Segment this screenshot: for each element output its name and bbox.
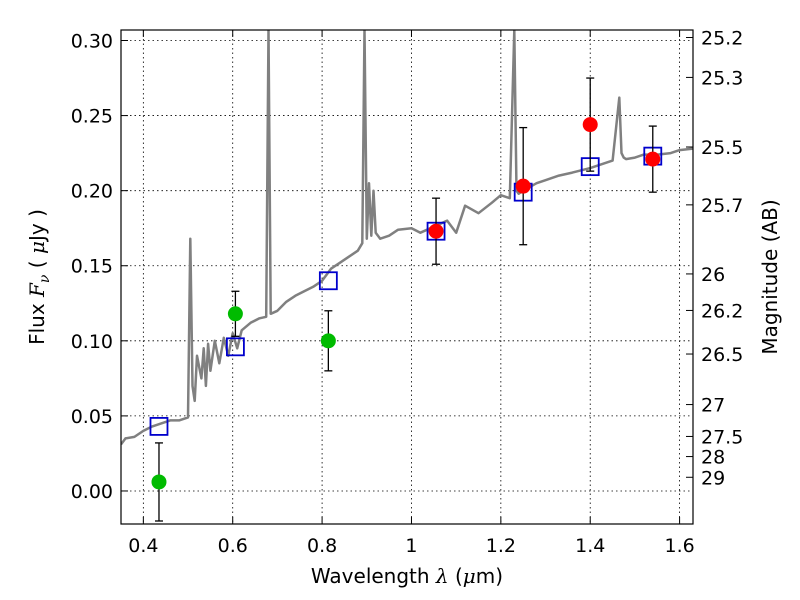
axis-ticks: 0.4 0.6 0.8 1 1.2 1.4 1.6 0.00 0.05 0.10 0.15 0.20 0… (71, 28, 744, 557)
y-axis-label-unit-rest: Jy ) (25, 209, 49, 243)
y-tick-label: 0.30 (71, 31, 113, 53)
x-axis-label-unit-rest: m) (476, 564, 503, 588)
model-sed-line (121, 30, 693, 446)
y2-tick-label: 26.5 (701, 344, 743, 366)
observed-flux-point (515, 178, 531, 194)
y-tick-label: 0.20 (71, 181, 113, 203)
plot-frame (120, 29, 694, 525)
y2-tick-label: 26 (701, 264, 725, 286)
x-axis-label-unit-open: ( (449, 564, 463, 588)
model-photometry-square (149, 417, 169, 436)
y2-tick-label: 27.5 (701, 426, 743, 448)
y-axis-label-unit-open: ( (25, 254, 49, 275)
grid (121, 30, 693, 524)
y2-tick-label: 25.7 (701, 195, 743, 217)
y-axis-label-unit: μ (25, 241, 49, 254)
y2-tick-label: 25.5 (701, 137, 743, 159)
y-axis-label-symbol: F (25, 282, 49, 298)
x-tick-label: 0.6 (218, 535, 248, 557)
y2-axis-label: Magnitude (AB) (758, 199, 782, 354)
y-axis-label-text: Flux (25, 297, 49, 345)
observed-flux-point (227, 306, 243, 322)
x-axis-label-text: Wavelength (311, 564, 436, 588)
model-photometry-square (318, 271, 338, 291)
y-axis-label-subscript: ν (37, 274, 53, 283)
x-axis-label-unit: μ (463, 564, 476, 588)
x-tick-label: 0.8 (307, 535, 337, 557)
observed-flux-point (151, 474, 167, 490)
x-tick-label: 1.6 (664, 535, 694, 557)
model-sed-layer (121, 30, 693, 446)
y2-tick-label: 25.2 (701, 28, 743, 50)
x-axis-label-symbol: λ (435, 564, 449, 588)
y-tick-label: 0.05 (71, 406, 113, 428)
y2-tick-label: 25.3 (701, 67, 743, 89)
y-tick-label: 0.10 (71, 331, 113, 353)
y2-tick-label: 28 (701, 447, 725, 469)
y2-tick-label: 29 (701, 467, 725, 489)
y-tick-label: 0.00 (71, 481, 113, 503)
y-tick-label: 0.25 (71, 106, 113, 128)
x-tick-label: 1 (405, 535, 417, 557)
y-axis-label: Flux Fν ( μJy ) (25, 209, 53, 345)
photometry-layer (149, 77, 663, 522)
y-tick-label: 0.15 (71, 256, 113, 278)
y2-tick-label: 27 (701, 395, 725, 417)
x-tick-label: 1.2 (486, 535, 516, 557)
observed-flux-point (645, 151, 661, 167)
y2-tick-label: 26.2 (701, 300, 743, 322)
x-axis-label: Wavelength λ (μm) (311, 564, 503, 588)
observed-flux-point (582, 117, 598, 133)
x-tick-label: 1.4 (575, 535, 605, 557)
observed-flux-point (428, 223, 444, 239)
x-tick-label: 0.4 (128, 535, 158, 557)
model-photometry-square (225, 337, 245, 357)
observed-flux-point (320, 333, 336, 349)
